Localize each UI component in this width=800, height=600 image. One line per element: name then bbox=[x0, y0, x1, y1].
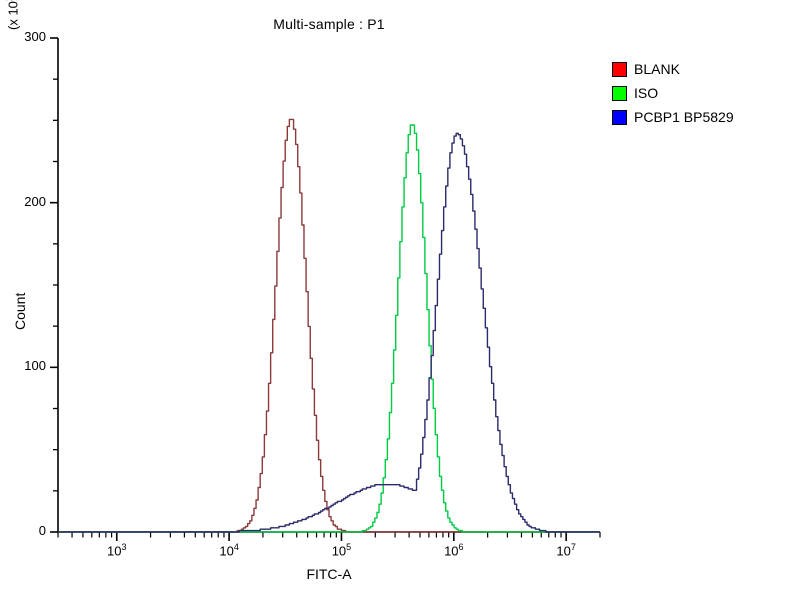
x-tick-label: 104 bbox=[199, 542, 259, 558]
legend-swatch-icon bbox=[612, 61, 627, 77]
axes-group bbox=[50, 37, 601, 541]
x-tick-label: 105 bbox=[311, 542, 371, 558]
histogram-curve-pcbp1-bp5829 bbox=[58, 132, 600, 533]
legend-item[interactable]: ISO bbox=[612, 82, 734, 104]
x-tick-label: 107 bbox=[536, 542, 596, 558]
x-tick-base: 10 bbox=[444, 543, 459, 559]
x-tick-label: 103 bbox=[87, 542, 147, 558]
axis-lines bbox=[57, 38, 600, 533]
x-tick-base: 10 bbox=[331, 543, 347, 559]
y-tick-label: 300 bbox=[24, 29, 46, 44]
legend-item[interactable]: BLANK bbox=[612, 58, 734, 80]
x-tick-base: 10 bbox=[219, 543, 234, 559]
x-tick-exponent: 3 bbox=[121, 542, 127, 552]
y-tick-label: 100 bbox=[24, 358, 46, 374]
y-tick-label: 200 bbox=[24, 193, 46, 209]
x-tick-exponent: 5 bbox=[346, 542, 352, 552]
x-tick-exponent: 4 bbox=[233, 542, 239, 552]
x-tick-label: 106 bbox=[424, 542, 484, 558]
y-tick-label: 0 bbox=[38, 523, 46, 538]
legend-label: BLANK bbox=[634, 61, 680, 77]
histogram-curve-blank bbox=[58, 118, 600, 533]
x-tick-exponent: 6 bbox=[458, 542, 464, 552]
legend-swatch-icon bbox=[612, 109, 627, 125]
x-tick-base: 10 bbox=[556, 543, 571, 559]
legend-item[interactable]: PCBP1 BP5829 bbox=[612, 106, 734, 128]
legend-swatch-icon bbox=[612, 85, 627, 101]
histogram-curves-group bbox=[58, 118, 600, 533]
histogram-curve-iso bbox=[58, 124, 600, 533]
x-tick-exponent: 7 bbox=[570, 542, 576, 552]
page-title: Multi-sample : P1 bbox=[273, 16, 385, 32]
legend-label: ISO bbox=[634, 85, 659, 101]
x-tick-base: 10 bbox=[106, 543, 122, 559]
x-axis-title: FITC-A bbox=[306, 566, 352, 582]
legend-label: PCBP1 BP5829 bbox=[634, 109, 734, 125]
legend: BLANK ISO PCBP1 BP5829 bbox=[612, 58, 734, 130]
